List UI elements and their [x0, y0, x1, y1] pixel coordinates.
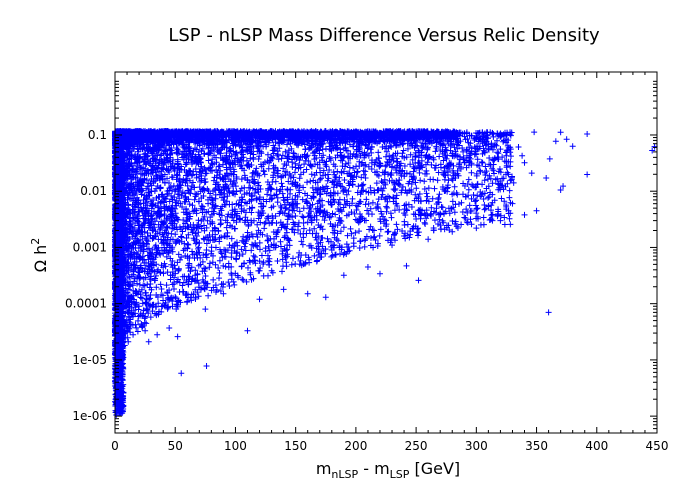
- data-point: [142, 327, 149, 334]
- data-point: [264, 191, 271, 198]
- data-point: [421, 210, 428, 217]
- data-point: [364, 263, 371, 270]
- data-point: [366, 139, 373, 146]
- data-point: [272, 139, 279, 146]
- data-point: [154, 294, 161, 301]
- data-point: [174, 333, 181, 340]
- data-point: [215, 264, 222, 271]
- data-point: [154, 331, 161, 338]
- data-point: [425, 236, 432, 243]
- data-point: [404, 221, 411, 228]
- data-point: [473, 225, 480, 232]
- data-point: [476, 167, 483, 174]
- data-point: [174, 191, 181, 198]
- data-point: [322, 294, 329, 301]
- data-point: [497, 146, 504, 153]
- data-point: [256, 296, 263, 303]
- data-point: [563, 136, 570, 143]
- data-point: [238, 176, 245, 183]
- data-point: [388, 143, 395, 150]
- data-point: [280, 286, 287, 293]
- data-point: [451, 183, 458, 190]
- data-point: [385, 228, 392, 235]
- data-point: [531, 129, 538, 136]
- data-point: [584, 171, 591, 178]
- data-point: [510, 179, 517, 186]
- data-point: [557, 129, 564, 136]
- data-point: [465, 186, 472, 193]
- data-point: [254, 243, 261, 250]
- data-point: [145, 338, 152, 345]
- data-point: [463, 219, 470, 226]
- data-point: [521, 159, 528, 166]
- data-point: [515, 144, 522, 151]
- data-point: [560, 183, 567, 190]
- data-point: [422, 220, 429, 227]
- data-point: [202, 306, 209, 313]
- data-point: [241, 167, 248, 174]
- data-point: [649, 147, 656, 154]
- data-point: [415, 277, 422, 284]
- data-point: [304, 290, 311, 297]
- data-point: [362, 175, 369, 182]
- data-point: [528, 170, 535, 177]
- chart-title: LSP - nLSP Mass Difference Versus Relic …: [168, 25, 600, 46]
- data-point: [584, 131, 591, 138]
- data-point: [244, 327, 251, 334]
- data-point: [138, 191, 145, 198]
- data-point: [324, 171, 331, 178]
- data-point: [134, 328, 141, 335]
- data-point: [203, 362, 210, 369]
- data-point: [533, 207, 540, 214]
- data-point: [261, 171, 268, 178]
- data-point: [278, 180, 285, 187]
- data-point: [552, 138, 559, 145]
- data-point: [521, 211, 528, 218]
- data-point: [143, 320, 150, 327]
- data-point: [557, 187, 564, 194]
- data-point: [486, 193, 493, 200]
- data-point: [389, 242, 396, 249]
- data-point: [403, 262, 410, 269]
- data-point: [204, 217, 211, 224]
- data-point: [449, 217, 456, 224]
- data-point: [546, 155, 553, 162]
- data-point: [183, 299, 190, 306]
- data-point: [543, 174, 550, 181]
- data-point: [569, 143, 576, 150]
- data-point: [275, 140, 282, 147]
- data-point: [180, 176, 187, 183]
- data-point: [545, 309, 552, 316]
- data-point: [401, 232, 408, 239]
- data-point: [237, 163, 244, 170]
- data-point: [376, 270, 383, 277]
- data-point: [220, 290, 227, 297]
- data-point: [313, 236, 320, 243]
- data-point: [412, 191, 419, 198]
- data-point: [288, 261, 295, 268]
- data-point: [308, 171, 315, 178]
- data-point: [130, 331, 137, 338]
- data-point: [330, 136, 337, 143]
- data-point: [440, 157, 447, 164]
- data-point: [480, 221, 487, 228]
- data-point: [166, 324, 173, 331]
- data-point: [519, 152, 526, 159]
- data-point: [178, 370, 185, 377]
- data-point: [340, 272, 347, 279]
